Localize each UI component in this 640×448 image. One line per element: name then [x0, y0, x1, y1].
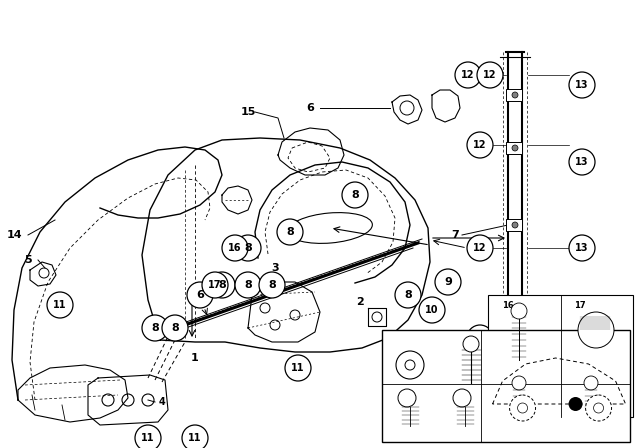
Text: 12: 12 — [502, 362, 514, 371]
Circle shape — [182, 425, 208, 448]
Circle shape — [569, 315, 595, 341]
Circle shape — [467, 132, 493, 158]
Circle shape — [477, 62, 503, 88]
Circle shape — [593, 403, 604, 413]
Circle shape — [202, 272, 228, 298]
Bar — [506, 89, 522, 101]
Bar — [506, 142, 522, 154]
Text: 1: 1 — [191, 353, 199, 363]
Text: 8: 8 — [286, 227, 294, 237]
Text: 12: 12 — [461, 70, 475, 80]
Circle shape — [235, 272, 261, 298]
Text: 3: 3 — [271, 263, 279, 273]
Text: 16: 16 — [502, 301, 514, 310]
Text: 12: 12 — [483, 70, 497, 80]
Circle shape — [235, 235, 261, 261]
Text: 17: 17 — [574, 301, 586, 310]
Circle shape — [395, 282, 421, 308]
Text: 11: 11 — [291, 363, 305, 373]
Circle shape — [512, 305, 518, 311]
Text: 15: 15 — [240, 107, 256, 117]
Text: 6: 6 — [196, 290, 204, 300]
Circle shape — [342, 182, 368, 208]
Text: 8: 8 — [404, 290, 412, 300]
Text: 8: 8 — [268, 280, 276, 290]
Bar — [506, 302, 522, 314]
Circle shape — [47, 292, 73, 318]
Text: 9: 9 — [444, 277, 452, 287]
Text: 8: 8 — [218, 280, 226, 290]
Circle shape — [398, 389, 416, 407]
Text: 8: 8 — [244, 243, 252, 253]
Circle shape — [435, 269, 461, 295]
Text: 12: 12 — [473, 333, 487, 343]
Circle shape — [512, 376, 526, 390]
Text: 13: 13 — [575, 353, 589, 363]
Bar — [506, 219, 522, 231]
Text: 6: 6 — [306, 103, 314, 113]
Circle shape — [512, 355, 518, 361]
Text: 5: 5 — [24, 255, 32, 265]
Circle shape — [518, 403, 527, 413]
Circle shape — [578, 312, 614, 348]
Text: 12: 12 — [473, 243, 487, 253]
Text: 14: 14 — [7, 230, 23, 240]
Circle shape — [584, 376, 598, 390]
Circle shape — [569, 345, 595, 371]
Text: 10: 10 — [425, 305, 439, 315]
Text: 8: 8 — [151, 323, 159, 333]
Text: 10: 10 — [398, 337, 410, 346]
Circle shape — [569, 72, 595, 98]
Circle shape — [511, 303, 527, 319]
Circle shape — [568, 397, 582, 411]
Text: 4: 4 — [159, 397, 165, 407]
Circle shape — [453, 389, 471, 407]
Text: 17: 17 — [208, 280, 221, 290]
Text: 13: 13 — [575, 80, 589, 90]
Circle shape — [586, 395, 612, 421]
Text: 11: 11 — [464, 337, 476, 346]
Text: 8: 8 — [171, 323, 179, 333]
Bar — [506, 352, 522, 364]
Circle shape — [512, 92, 518, 98]
Circle shape — [162, 315, 188, 341]
Text: 7: 7 — [451, 230, 459, 240]
Circle shape — [277, 219, 303, 245]
Circle shape — [285, 355, 311, 381]
Text: 11: 11 — [188, 433, 202, 443]
Text: 11: 11 — [53, 300, 67, 310]
Text: 13: 13 — [574, 362, 586, 371]
Text: 16: 16 — [228, 243, 242, 253]
Circle shape — [142, 315, 168, 341]
Circle shape — [419, 297, 445, 323]
Text: 8: 8 — [351, 190, 359, 200]
Circle shape — [509, 395, 536, 421]
Bar — [488, 295, 633, 417]
Text: 12: 12 — [473, 140, 487, 150]
Circle shape — [135, 425, 161, 448]
Circle shape — [396, 351, 424, 379]
Circle shape — [209, 272, 235, 298]
Circle shape — [467, 325, 493, 351]
Circle shape — [467, 235, 493, 261]
Text: 8: 8 — [244, 280, 252, 290]
Circle shape — [512, 145, 518, 151]
Text: 9: 9 — [459, 388, 465, 396]
Circle shape — [569, 149, 595, 175]
Text: 8: 8 — [397, 388, 403, 396]
Text: 11: 11 — [141, 433, 155, 443]
Circle shape — [259, 272, 285, 298]
Circle shape — [569, 235, 595, 261]
Circle shape — [463, 336, 479, 352]
Text: 2: 2 — [356, 297, 364, 307]
Circle shape — [187, 282, 213, 308]
Circle shape — [405, 360, 415, 370]
Circle shape — [222, 235, 248, 261]
Circle shape — [455, 62, 481, 88]
Text: 13: 13 — [575, 157, 589, 167]
Bar — [382, 330, 630, 442]
Circle shape — [512, 222, 518, 228]
Text: 13: 13 — [575, 323, 589, 333]
Text: 13: 13 — [575, 243, 589, 253]
